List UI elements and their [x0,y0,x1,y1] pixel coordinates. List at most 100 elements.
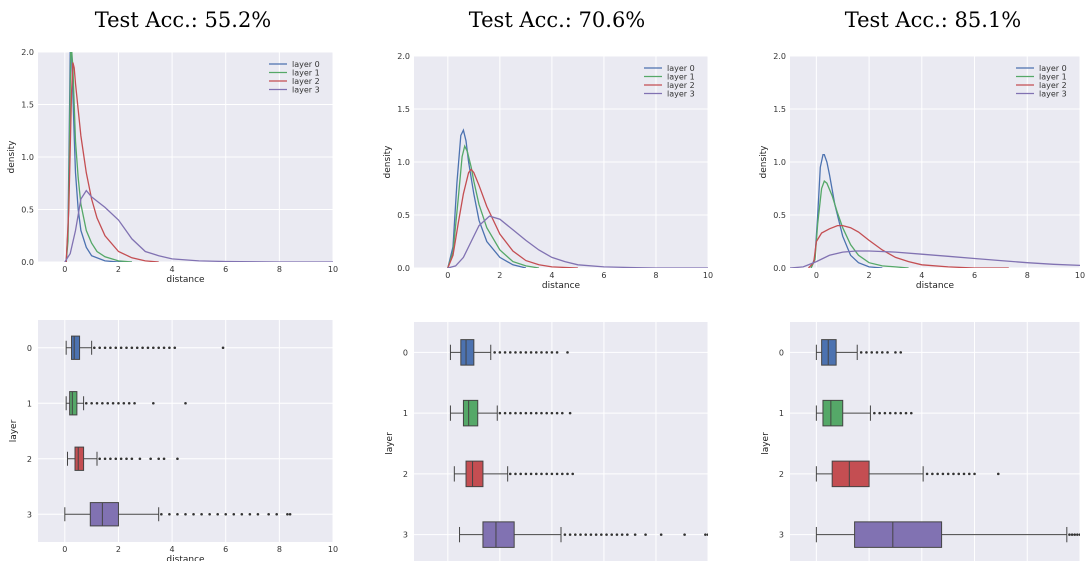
y-tick-label: 0 [27,344,32,353]
y-tick-label: 2 [779,470,784,479]
outlier-point [514,411,517,415]
series-group [447,128,708,268]
outlier-point [555,351,559,354]
outlier-point [883,411,887,415]
outlier-point [125,457,128,461]
outlier-point [870,351,874,354]
y-tick-label: 2 [403,470,408,479]
box-layer-3 [89,502,119,527]
outlier-point [93,346,96,350]
series-line-layer-3 [447,215,708,268]
outlier-point [706,533,708,536]
outlier-point [267,512,270,516]
boxes-group [449,339,708,548]
y-tick-label: 1.5 [21,101,34,110]
outlier-point [184,512,187,516]
outlier-point [875,351,879,354]
outlier-point [135,346,139,350]
y-tick-label: 1.5 [397,105,410,114]
outlier-point [114,457,118,461]
outlier-point [122,401,126,405]
outlier-point [941,472,945,476]
box-layer-3 [482,521,515,548]
series-line-layer-1 [65,52,132,262]
outlier-point [275,512,278,516]
outlier-point [130,346,134,350]
outlier-point [141,346,144,350]
x-tick-label: 10 [328,265,338,274]
x-tick-label: 6 [223,545,228,554]
outlier-point [103,457,107,461]
y-axis-label: layer [385,432,395,455]
x-tick-label: 6 [601,271,606,280]
outlier-point [973,472,976,476]
outlier-point [534,472,538,476]
outlier-point [529,351,533,354]
outlier-point [584,533,588,536]
outlier-point [98,346,101,350]
outlier-point [168,346,171,350]
outlier-point [886,351,889,354]
outlier-point [519,351,522,354]
y-tick-label: 0 [403,348,408,357]
outlier-point [566,472,569,476]
outlier-point [208,512,211,516]
outlier-point [704,533,707,536]
x-tick-label: 4 [170,545,175,554]
y-tick-label: 2 [27,455,32,464]
outlier-point [962,472,966,476]
x-tick-label: 10 [1075,271,1085,280]
series-line-layer-2 [808,224,1009,268]
outlier-point [574,533,577,536]
outlier-point [561,411,564,415]
outlier-point [550,411,554,415]
legend-label-layer-1: layer 1 [1039,73,1067,82]
x-tick-label: 2 [116,265,121,274]
legend-label-layer-0: layer 0 [667,64,695,73]
outlier-point [579,533,582,536]
outlier-point [119,457,123,461]
x-tick-label: 4 [549,271,554,280]
outlier-point [563,533,567,536]
outlier-point [904,411,908,415]
outlier-point [540,351,543,354]
x-tick-label: 8 [277,265,282,274]
axes-background [38,320,333,542]
outlier-point [555,472,559,476]
x-tick-label: 0 [62,265,67,274]
outlier-point [84,401,88,405]
y-tick-label: 3 [403,531,408,540]
outlier-point [162,346,166,350]
y-tick-label: 2.0 [21,48,34,57]
outlier-point [493,351,496,354]
outlier-point [127,401,131,405]
legend-label-layer-2: layer 2 [1039,81,1067,90]
series-line-layer-0 [810,153,883,268]
series-group [64,52,333,262]
outlier-point [248,512,252,516]
outlier-point [545,411,548,415]
outlier-point [550,351,554,354]
box-layer-0 [460,339,475,366]
outlier-point [626,533,629,536]
outlier-point [95,401,99,405]
axes-background [414,322,708,561]
outlier-point [498,351,502,354]
y-axis-label: density [759,145,769,179]
outlier-point [529,472,533,476]
outlier-point [106,401,110,405]
outlier-point [286,512,289,516]
outlier-point [232,512,236,516]
outlier-point [240,512,244,516]
axes-background [790,322,1080,561]
outlier-point [519,472,522,476]
outlier-point [152,401,155,405]
density-panel-2: 0 2 4 6 8 10 distance Test Acc.: 85.1% 0.0 0.5 1.0… [759,8,1085,291]
outlier-point [157,457,160,461]
outlier-point [888,411,892,415]
outlier-point [168,512,171,516]
box-layer-2 [74,446,85,471]
outlier-point [1078,533,1080,536]
outlier-point [503,351,507,354]
outlier-point [1073,533,1077,536]
